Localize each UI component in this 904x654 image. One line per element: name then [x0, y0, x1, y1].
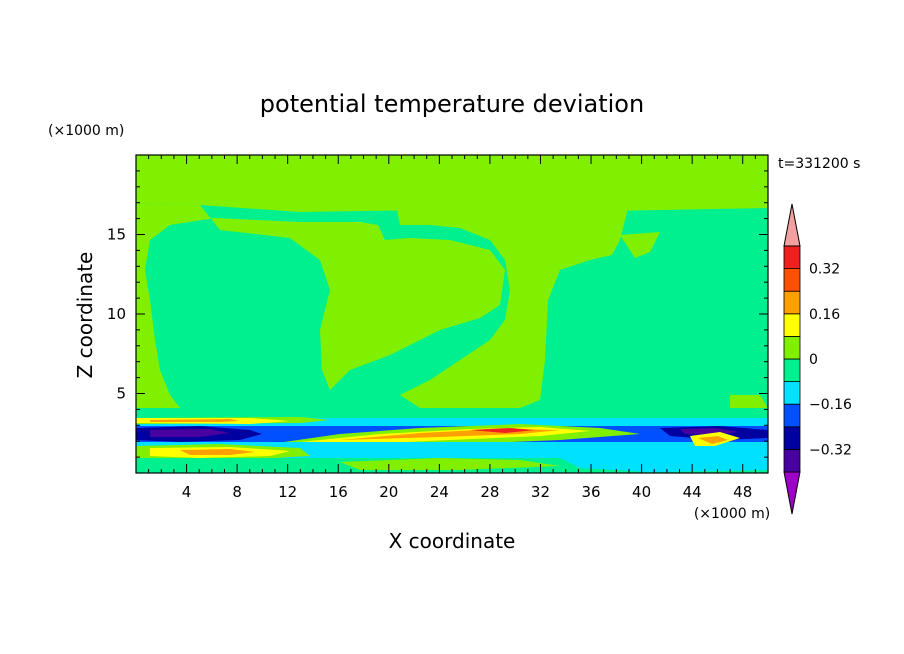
- x-tick-label: 20: [379, 483, 398, 501]
- warm-streak-red: [470, 428, 535, 433]
- positive-region-right-strip: [620, 232, 660, 258]
- positive-region-center-lobe: [395, 155, 640, 408]
- x-tick-label: 4: [182, 483, 192, 501]
- chart-title: potential temperature deviation: [260, 90, 644, 118]
- colorbar-box: [783, 268, 801, 292]
- colorbar-label: 0.16: [809, 307, 840, 323]
- x-tick-label: 32: [531, 483, 550, 501]
- negative-layer-top: [136, 418, 768, 426]
- x-tick-label: 40: [632, 483, 651, 501]
- y-axis-label: Z coordinate: [73, 252, 97, 379]
- colorbar-box: [783, 426, 801, 450]
- x-tick-label: 48: [733, 483, 752, 501]
- colorbar-label: −0.32: [809, 442, 852, 458]
- time-label: t=331200 s: [778, 156, 860, 172]
- x-tick-label: 12: [278, 483, 297, 501]
- x-tick-label: 24: [430, 483, 449, 501]
- positive-region-right-base: [730, 395, 768, 410]
- colorbar-label: −0.16: [809, 397, 852, 413]
- negative-core-right-inner: [680, 428, 740, 435]
- y-tick-label: 5: [116, 385, 126, 403]
- positive-region-left-lobe: [136, 203, 505, 410]
- negative-core-left-inner: [150, 429, 230, 437]
- x-axis-unit: (×1000 m): [694, 506, 770, 522]
- warm-layer-orange-top: [150, 419, 240, 422]
- x-tick-label: 16: [329, 483, 348, 501]
- x-tick-label: 36: [581, 483, 600, 501]
- x-tick-label: 28: [480, 483, 499, 501]
- y-tick-label: 15: [107, 226, 126, 244]
- y-axis: 5 10 15: [107, 170, 768, 458]
- contour-field: [136, 155, 768, 473]
- x-tick-label: 8: [232, 483, 242, 501]
- colorbar-box: [783, 335, 801, 360]
- y-tick-label: 10: [107, 305, 126, 323]
- colorbar-underflow: [783, 471, 801, 515]
- colorbar-box: [783, 290, 801, 315]
- colorbar-box: [783, 358, 801, 383]
- colorbar-box: [783, 245, 801, 270]
- colorbar: 0.32 0.16 0 −0.16 −0.32: [783, 203, 852, 515]
- colorbar-box: [783, 403, 801, 428]
- warm-layer-low-left-orange: [180, 449, 255, 455]
- warm-patch-right-orange: [698, 436, 728, 444]
- colorbar-box: [783, 381, 801, 405]
- y-axis-unit: (×1000 m): [48, 123, 124, 139]
- colorbar-label: 0.32: [809, 262, 840, 278]
- colorbar-label: 0: [809, 352, 818, 368]
- x-tick-label: 44: [683, 483, 702, 501]
- colorbar-box: [783, 313, 801, 337]
- colorbar-box: [783, 448, 801, 473]
- x-axis: 4 8 12 16 20 24 28 32 36 40 44 48: [148, 155, 756, 501]
- warm-surface-center: [340, 458, 560, 470]
- colorbar-overflow: [783, 203, 801, 247]
- cool-surface-right: [560, 456, 768, 472]
- x-axis-label: X coordinate: [389, 529, 516, 553]
